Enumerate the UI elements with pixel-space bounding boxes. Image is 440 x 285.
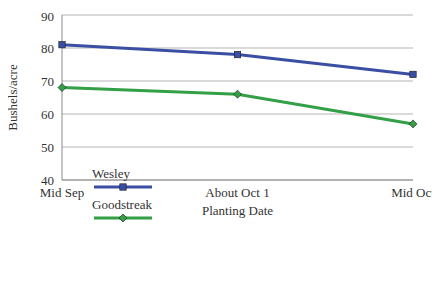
svg-text:About Oct 1: About Oct 1 [205, 185, 269, 200]
svg-text:70: 70 [41, 74, 54, 89]
svg-text:80: 80 [41, 41, 54, 56]
svg-text:40: 40 [41, 173, 54, 188]
svg-text:Planting Date: Planting Date [202, 203, 273, 218]
svg-text:Mid Oct: Mid Oct [391, 185, 432, 200]
html-text:Wesley: Wesley [92, 166, 130, 181]
svg-text:Mid Sep: Mid Sep [39, 185, 85, 201]
html-text:Goodstreak: Goodstreak [92, 197, 152, 212]
svg-text:50: 50 [41, 140, 54, 155]
svg-text:90: 90 [41, 9, 54, 24]
svg-text:60: 60 [41, 107, 54, 122]
svg-text:Bushels/acre: Bushels/acre [8, 64, 20, 131]
